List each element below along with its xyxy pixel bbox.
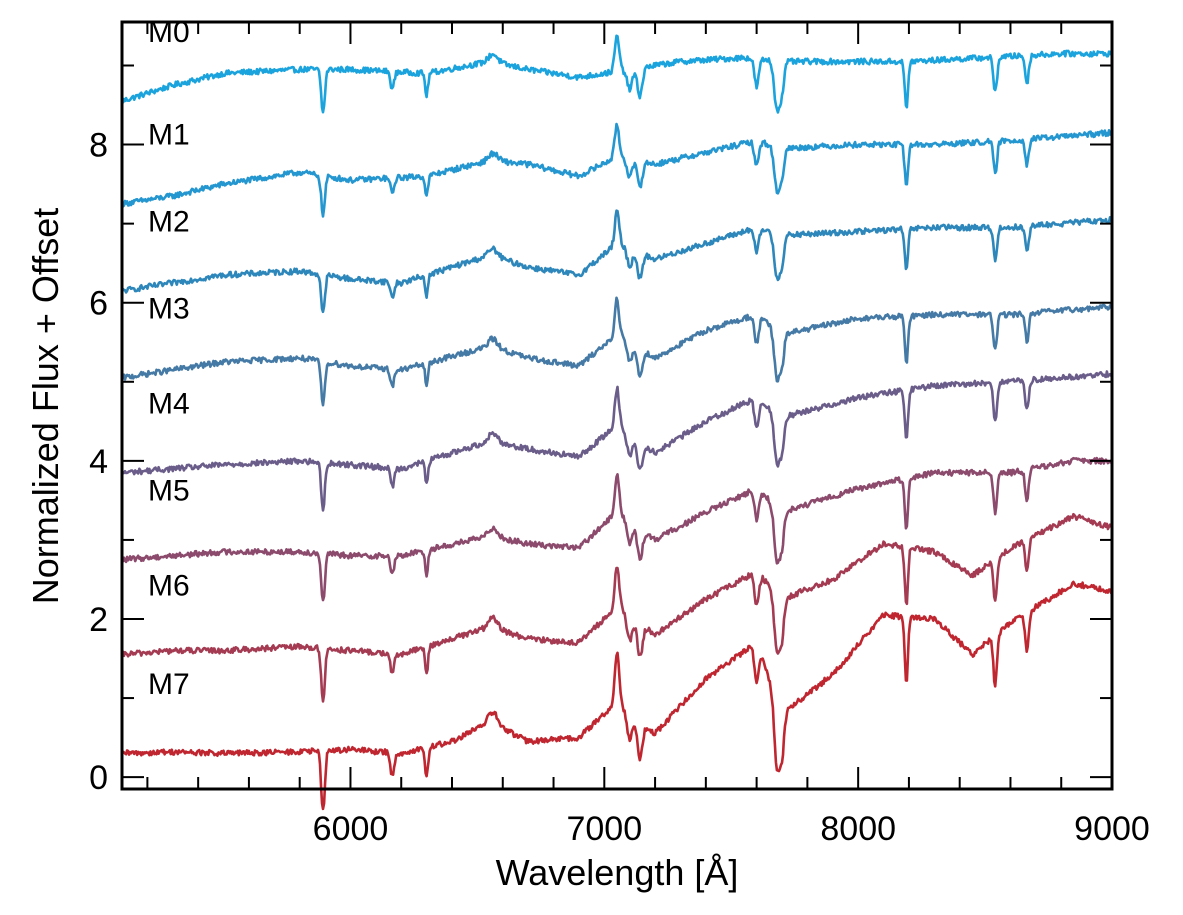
- series-label-m6: M6: [148, 569, 190, 602]
- plot-frame: [120, 20, 1114, 791]
- series-label-m7: M7: [148, 668, 190, 701]
- y-tick-label: 8: [89, 127, 108, 165]
- x-axis-title: Wavelength [Å]: [496, 852, 739, 893]
- x-tick-label: 9000: [1074, 810, 1150, 848]
- spectrum-m0: [120, 34, 1113, 114]
- x-tick-label: 8000: [820, 810, 896, 848]
- y-tick-label: 4: [89, 443, 108, 481]
- spectrum-m7: [121, 580, 1113, 811]
- spectrum-m2: [121, 209, 1114, 314]
- spectrum-m5: [120, 456, 1114, 602]
- spectrum-m3: [121, 296, 1114, 407]
- y-axis-title: Normalized Flux + Offset: [25, 208, 66, 604]
- x-tick-label: 6000: [313, 810, 389, 848]
- y-tick-label: 0: [89, 759, 108, 797]
- spectra-lines: [120, 34, 1114, 811]
- series-label-m2: M2: [148, 206, 190, 239]
- series-label-m4: M4: [148, 387, 190, 420]
- series-label-m3: M3: [148, 293, 190, 326]
- tick-labels: 6000 7000 8000 9000 0 2 4 6 8: [89, 127, 1150, 848]
- y-tick-label: 6: [89, 285, 108, 323]
- x-tick-label: 7000: [566, 810, 642, 848]
- series-label-m5: M5: [148, 474, 190, 507]
- spectrum-m4: [120, 370, 1113, 512]
- axis-ticks: [122, 22, 1113, 789]
- series-label-m1: M1: [148, 119, 190, 152]
- spectrum-m6: [121, 512, 1114, 703]
- spectrum-m1: [120, 122, 1113, 218]
- y-tick-label: 2: [89, 601, 108, 639]
